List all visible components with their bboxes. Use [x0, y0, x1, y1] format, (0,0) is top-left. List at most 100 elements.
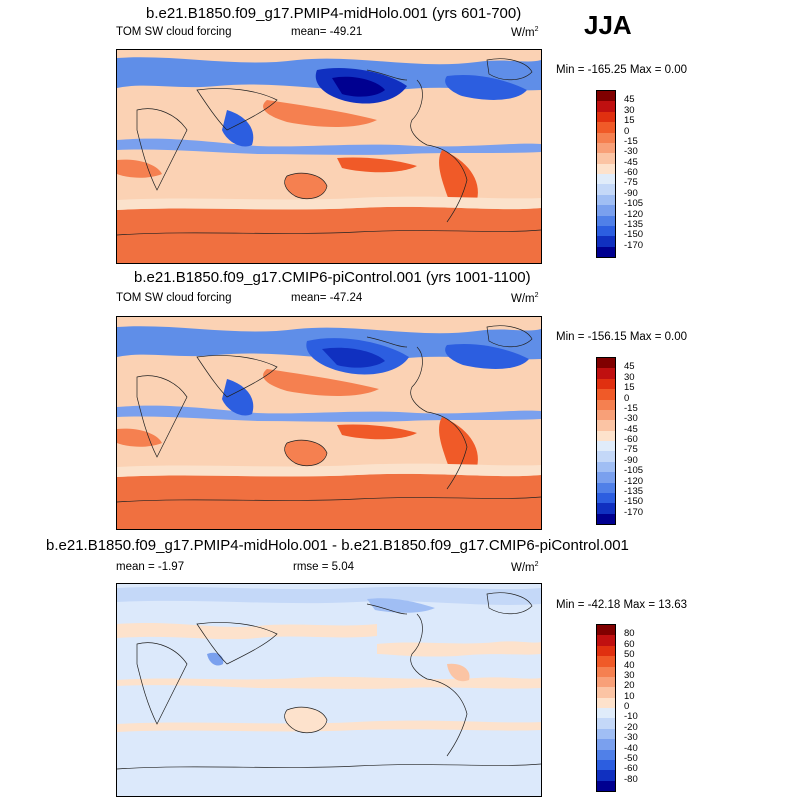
colorbar-tick-label: -60	[624, 167, 638, 178]
colorbar-tick-label: -80	[624, 773, 638, 785]
colorbar-tick-label: -30	[624, 732, 638, 744]
colorbar-swatch	[597, 122, 615, 133]
colorbar-tick-label: -50	[624, 752, 638, 764]
colorbar-tick-label: -10	[624, 711, 638, 723]
colorbar-swatch	[597, 759, 615, 771]
colorbar-swatch	[597, 184, 615, 195]
colorbar-tick-label: 45	[624, 94, 635, 106]
colorbar-tick-label: 15	[624, 382, 635, 394]
colorbar-swatch	[597, 368, 615, 379]
colorbar-tick-label: -60	[624, 763, 638, 775]
colorbar-tick-label: -75	[624, 177, 638, 189]
colorbar-tick-label: 0	[624, 392, 630, 404]
panel-3-minmax: Min = -42.18 Max = 13.63	[556, 599, 688, 611]
colorbar-tick-label: -105	[624, 198, 644, 210]
colorbar-tick-label: -90	[624, 454, 638, 466]
colorbar-swatch	[597, 205, 615, 216]
panel-2-title: b.e21.B1850.f09_g17.CMIP6-piControl.001 …	[134, 269, 531, 286]
panel-3-units: W/m2	[511, 561, 539, 574]
colorbar-tick-label: -170	[624, 239, 644, 251]
colorbar-swatch	[597, 645, 615, 657]
colorbar-tick-label: -15	[624, 135, 638, 147]
colorbar-swatch	[597, 749, 615, 760]
colorbar-tick-label: 45	[624, 361, 635, 373]
colorbar-swatch	[597, 378, 615, 390]
colorbar-swatch	[597, 728, 615, 740]
colorbar-tick-label: -75	[624, 444, 638, 456]
panel-1-colorbar	[596, 90, 616, 258]
colorbar-swatch	[597, 708, 615, 719]
colorbar-tick-label: -120	[624, 208, 644, 220]
panel-2-map-svg	[117, 317, 541, 529]
colorbar-swatch	[597, 461, 615, 473]
colorbar-tick-label: -15	[624, 402, 638, 414]
colorbar-swatch	[597, 687, 615, 698]
colorbar-tick-label: -20	[624, 721, 638, 733]
panel-2-mean-label: mean= -47.24	[291, 292, 363, 304]
colorbar-swatch	[597, 389, 615, 400]
colorbar-swatch	[597, 430, 615, 441]
panel-3-map	[116, 583, 542, 797]
panel-3-rmse-label: rmse = 5.04	[293, 561, 355, 573]
colorbar-tick-label: 60	[624, 638, 635, 650]
panel-1-left-label: TOM SW cloud forcing	[116, 26, 232, 38]
colorbar-swatch	[597, 770, 615, 781]
colorbar-tick-label: -30	[624, 146, 638, 158]
colorbar-swatch	[597, 697, 615, 708]
colorbar-swatch	[597, 225, 615, 237]
colorbar-tick-label: 80	[624, 628, 635, 640]
colorbar-tick-label: 20	[624, 680, 635, 692]
colorbar-swatch	[597, 513, 615, 524]
colorbar-tick-label: 50	[624, 649, 635, 661]
colorbar-swatch	[597, 739, 615, 750]
panel-1-title: b.e21.B1850.f09_g17.PMIP4-midHolo.001 (y…	[146, 5, 522, 22]
panel-3-colorbar	[596, 624, 616, 792]
colorbar-swatch	[597, 625, 615, 636]
colorbar-swatch	[597, 142, 615, 154]
colorbar-tick-label: -120	[624, 475, 644, 487]
panel-2-map	[116, 316, 542, 530]
colorbar-tick-label: -150	[624, 229, 644, 241]
colorbar-tick-label: -135	[624, 485, 644, 497]
colorbar-tick-label: -105	[624, 465, 644, 477]
colorbar-tick-label: 30	[624, 104, 635, 116]
panel-3-title: b.e21.B1850.f09_g17.PMIP4-midHolo.001 - …	[46, 537, 629, 554]
colorbar-swatch	[597, 441, 615, 452]
colorbar-swatch	[597, 215, 615, 226]
colorbar-swatch	[597, 236, 615, 247]
colorbar-swatch	[597, 492, 615, 504]
panel-2-colorbar	[596, 357, 616, 525]
panel-1-units: W/m2	[511, 26, 539, 39]
colorbar-swatch	[597, 503, 615, 514]
colorbar-swatch	[597, 174, 615, 185]
colorbar-tick-label: -135	[624, 218, 644, 230]
colorbar-swatch	[597, 656, 615, 667]
colorbar-swatch	[597, 246, 615, 257]
season-label: JJA	[584, 10, 632, 40]
colorbar-swatch	[597, 132, 615, 143]
colorbar-swatch	[597, 420, 615, 431]
colorbar-tick-label: -150	[624, 496, 644, 508]
colorbar-tick-label: 0	[624, 701, 630, 712]
colorbar-tick-label: 0	[624, 125, 630, 137]
panel-2-left-label: TOM SW cloud forcing	[116, 292, 232, 304]
colorbar-swatch	[597, 472, 615, 483]
colorbar-swatch	[597, 635, 615, 646]
colorbar-tick-label: -30	[624, 413, 638, 425]
colorbar-tick-label: -40	[624, 742, 638, 754]
colorbar-swatch	[597, 399, 615, 410]
colorbar-tick-label: -45	[624, 423, 638, 435]
colorbar-tick-label: 30	[624, 669, 635, 681]
colorbar-swatch	[597, 451, 615, 462]
colorbar-tick-label: -170	[624, 506, 644, 518]
colorbar-swatch	[597, 358, 615, 369]
colorbar-swatch	[597, 718, 615, 729]
colorbar-swatch	[597, 676, 615, 688]
colorbar-swatch	[597, 666, 615, 677]
panel-1-minmax: Min = -165.25 Max = 0.00	[556, 64, 688, 76]
colorbar-swatch	[597, 409, 615, 421]
panel-3-mean-label: mean = -1.97	[116, 561, 185, 573]
colorbar-tick-label: 10	[624, 690, 635, 702]
colorbar-swatch	[597, 111, 615, 123]
panel-1-map-svg	[117, 50, 541, 263]
